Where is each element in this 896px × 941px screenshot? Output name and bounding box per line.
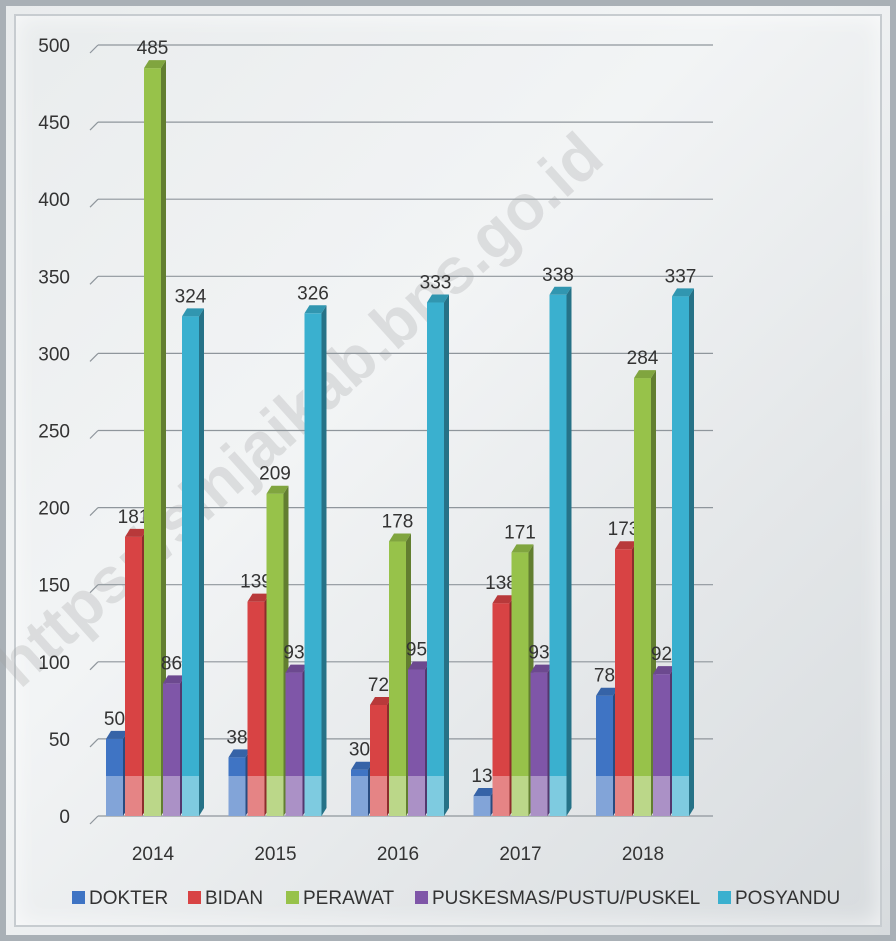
y-tick-label: 350 — [38, 267, 70, 288]
y-tick-label: 100 — [38, 653, 70, 674]
legend-label: PERAWAT — [303, 888, 395, 909]
legend-label: DOKTER — [89, 888, 168, 909]
data-label: 30 — [349, 740, 370, 761]
bar — [228, 749, 251, 816]
legend-label: PUSKESMAS/PUSTU/PUSKEL — [432, 888, 700, 909]
gridline-350 — [89, 275, 713, 285]
legend-item — [72, 891, 85, 904]
bar — [304, 305, 327, 816]
x-tick-label: 2017 — [499, 844, 541, 865]
gridline-400 — [89, 198, 713, 208]
bar — [370, 696, 392, 816]
y-tick-label: 400 — [38, 190, 70, 211]
legend-item — [286, 891, 299, 904]
y-tick-label: 0 — [59, 807, 70, 828]
data-label: 38 — [226, 727, 247, 748]
data-label: 50 — [104, 709, 125, 730]
bar — [511, 544, 534, 816]
x-tick-label: 2018 — [622, 844, 664, 865]
bar — [408, 661, 430, 816]
bar — [125, 528, 147, 816]
bar — [266, 485, 289, 816]
data-label: 485 — [137, 38, 169, 59]
data-label: 86 — [161, 653, 182, 674]
bar — [530, 664, 553, 816]
y-tick-label: 300 — [38, 344, 70, 365]
data-label: 13 — [471, 766, 492, 787]
bar — [351, 761, 373, 816]
y-tick-label: 50 — [49, 730, 70, 751]
x-tick-label: 2015 — [254, 844, 296, 865]
data-label: 93 — [283, 643, 304, 664]
data-label: 78 — [594, 666, 615, 687]
gridline-0 — [89, 815, 713, 825]
x-tick-label: 2014 — [132, 844, 175, 865]
data-label: 181 — [118, 507, 150, 528]
data-label: 337 — [665, 266, 697, 287]
bar — [492, 595, 515, 816]
legend-label: POSYANDU — [735, 888, 840, 909]
data-label: 138 — [485, 573, 517, 594]
data-label: 173 — [608, 519, 640, 540]
bar — [247, 593, 270, 816]
data-label: 95 — [406, 640, 427, 661]
gridline-500 — [89, 44, 713, 54]
data-label: 284 — [627, 348, 659, 369]
y-tick-label: 450 — [38, 113, 70, 134]
bar — [144, 60, 166, 816]
bar — [615, 541, 637, 816]
data-label: 72 — [368, 675, 389, 696]
bar — [672, 288, 694, 816]
bar — [596, 687, 618, 816]
x-tick-label: 2016 — [377, 844, 419, 865]
legend-label: BIDAN — [205, 888, 263, 909]
data-label: 209 — [259, 464, 291, 485]
y-tick-label: 150 — [38, 576, 70, 597]
y-tick-label: 250 — [38, 422, 70, 443]
data-label: 171 — [504, 522, 536, 543]
chart-inner-border — [14, 14, 882, 927]
data-label: 333 — [420, 273, 452, 294]
legend-item — [415, 891, 428, 904]
data-label: 338 — [542, 265, 574, 286]
data-label: 93 — [528, 643, 549, 664]
data-label: 324 — [175, 286, 207, 307]
data-label: 92 — [651, 644, 672, 665]
bar — [389, 533, 411, 816]
bar — [549, 286, 572, 817]
data-label: 326 — [297, 283, 329, 304]
bar — [106, 730, 128, 816]
bar — [427, 294, 449, 816]
y-tick-label: 200 — [38, 499, 70, 520]
bar — [285, 664, 308, 816]
y-tick-label: 500 — [38, 36, 70, 57]
legend-item — [718, 891, 731, 904]
bar — [473, 787, 496, 816]
legend-item — [188, 891, 201, 904]
bar — [653, 666, 675, 816]
data-label: 178 — [382, 512, 414, 533]
bar — [163, 675, 185, 816]
bar — [182, 308, 204, 816]
data-label: 139 — [240, 572, 272, 593]
gridline-450 — [89, 121, 713, 131]
bar — [634, 370, 656, 816]
